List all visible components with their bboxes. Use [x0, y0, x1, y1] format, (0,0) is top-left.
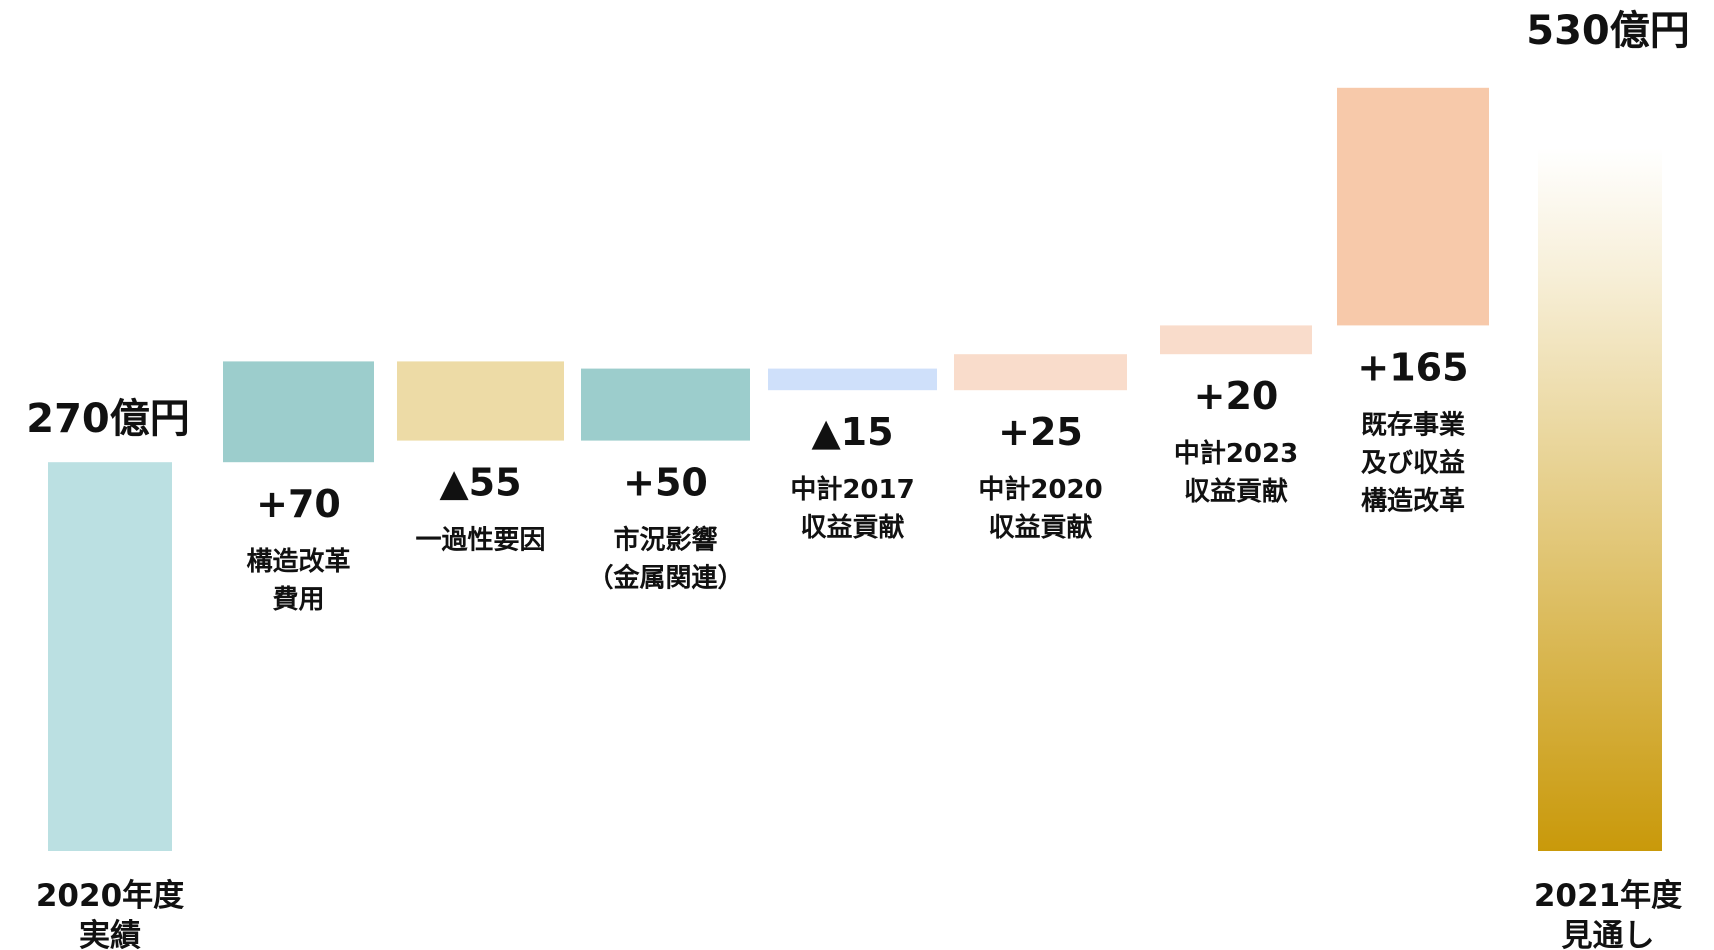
step-value-label: ▲15	[811, 410, 893, 454]
end-total-bar	[1538, 147, 1662, 852]
end-value-label: 530億円	[1526, 8, 1690, 54]
end-category-label: 見通し	[1562, 918, 1655, 950]
step-bar-3	[581, 368, 750, 441]
end-category-label: 2021年度	[1534, 878, 1682, 914]
start-total-bar	[48, 462, 172, 851]
start-value-label: 270億円	[26, 396, 190, 442]
step-bar-7	[1337, 87, 1489, 326]
step-bar-5	[954, 354, 1127, 391]
step-bar-4	[768, 368, 937, 391]
start-category-label: 実績	[79, 918, 141, 950]
step-description-label: 構造改革	[1361, 485, 1465, 516]
step-value-label: +25	[998, 410, 1083, 454]
bars-layer	[48, 87, 1662, 852]
step-description-label: 中計2020	[978, 474, 1102, 505]
step-description-label: 一過性要因	[415, 526, 545, 556]
step-description-label: 市況影響	[613, 525, 717, 556]
step-description-label: 収益貢献	[1184, 477, 1288, 507]
step-bar-2	[397, 361, 564, 441]
step-value-label: +50	[623, 461, 708, 505]
step-description-label: 収益貢献	[800, 513, 904, 543]
step-bar-1	[223, 361, 374, 463]
step-description-label: 中計2023	[1174, 438, 1298, 469]
step-description-label: （金属関連）	[587, 563, 743, 594]
step-bar-6	[1160, 325, 1312, 355]
step-value-label: +20	[1194, 374, 1279, 418]
step-description-label: 中計2017	[790, 474, 914, 505]
step-description-label: 収益貢献	[988, 513, 1092, 543]
step-value-label: ▲55	[439, 461, 521, 505]
step-description-label: 及び収益	[1361, 448, 1465, 478]
start-category-label: 2020年度	[36, 878, 184, 914]
step-description-label: 費用	[272, 585, 324, 615]
step-description-label: 既存事業	[1361, 410, 1465, 440]
step-description-label: 構造改革	[246, 546, 350, 577]
step-value-label: +165	[1357, 345, 1468, 389]
step-value-label: +70	[256, 482, 341, 526]
